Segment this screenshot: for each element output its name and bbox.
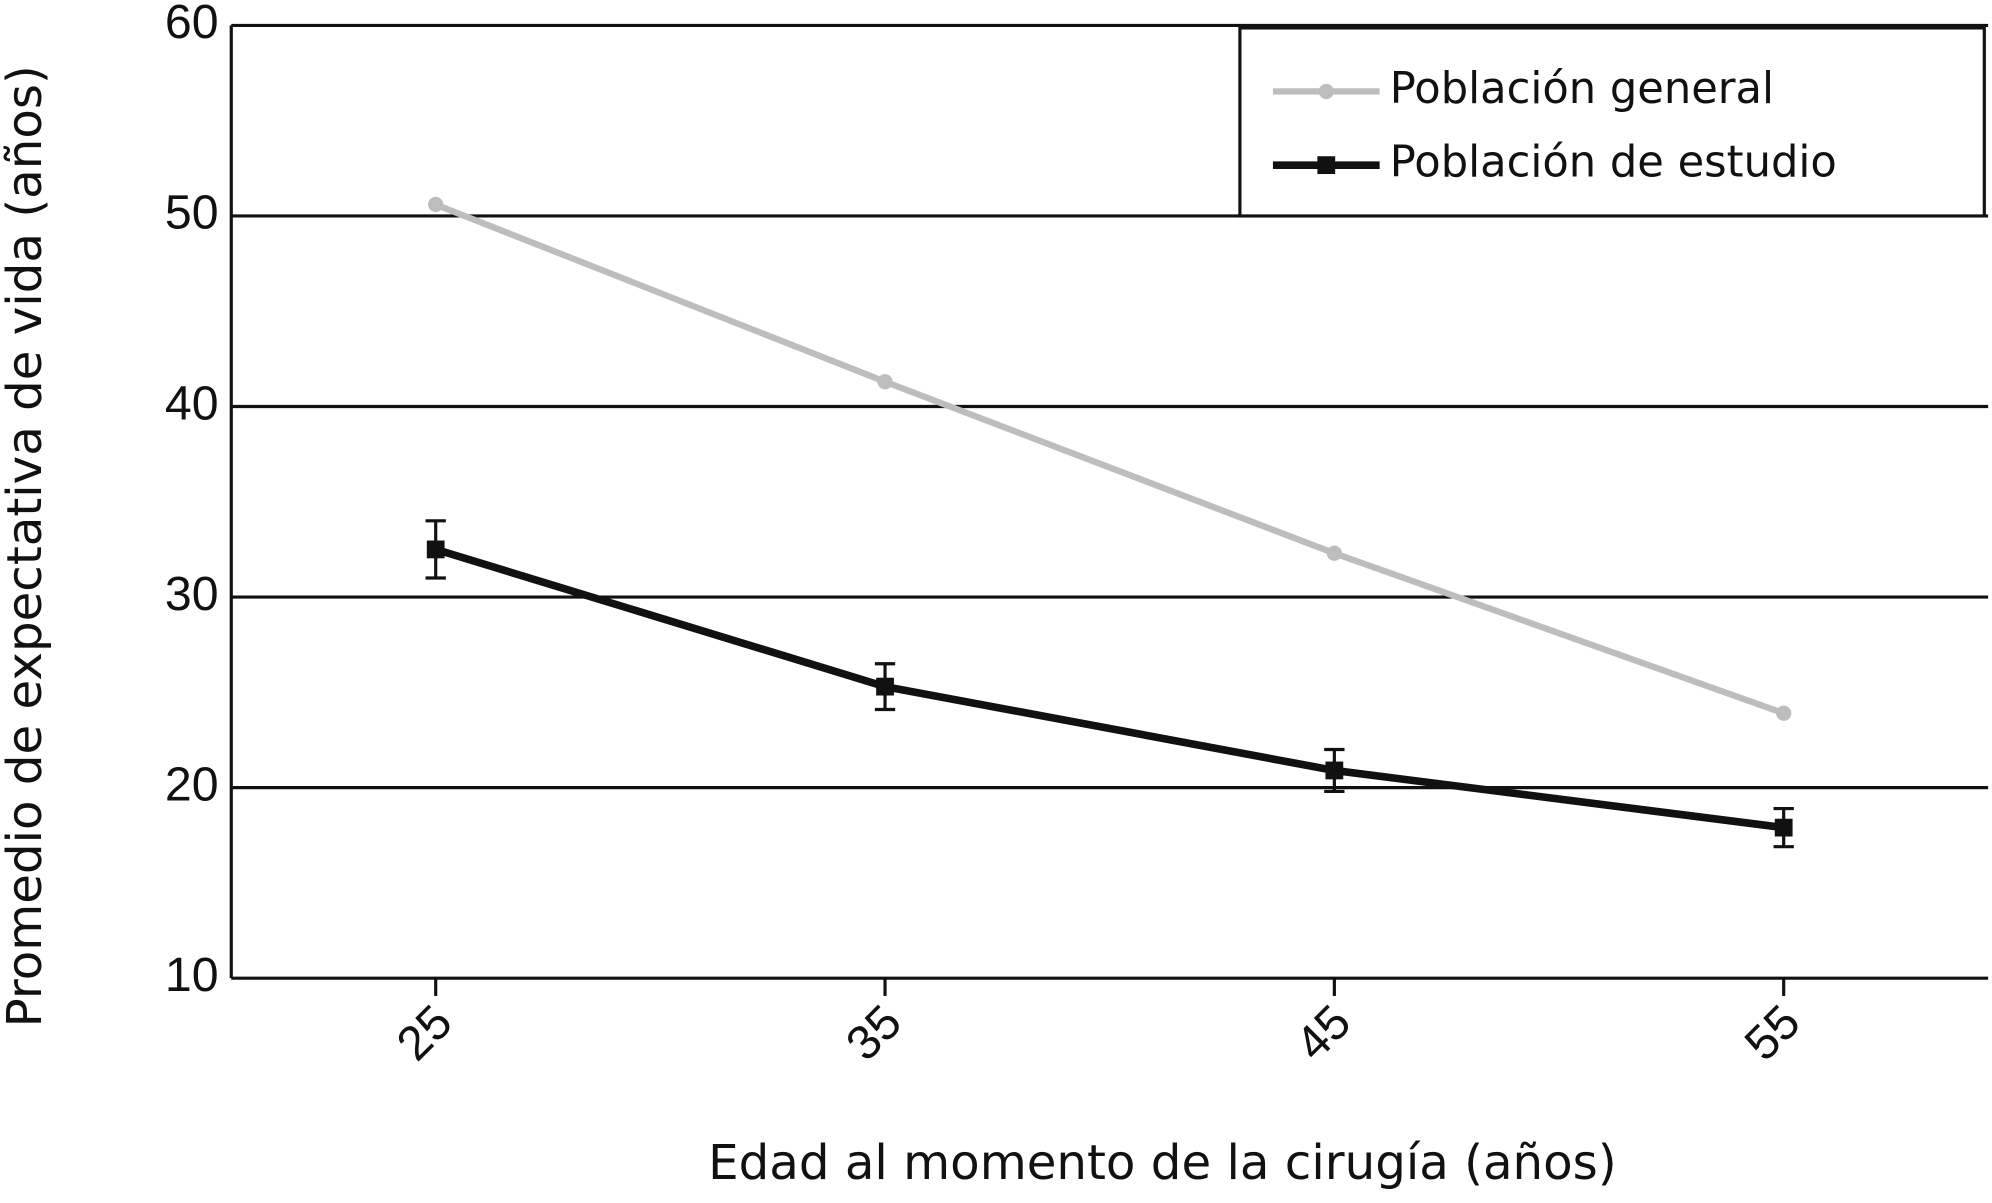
marker: [1326, 545, 1342, 561]
legend-label: Población de estudio: [1390, 138, 1837, 188]
legend-marker: [1318, 83, 1334, 100]
marker: [876, 677, 894, 696]
y-tick-label: 60: [165, 0, 219, 49]
marker: [1776, 705, 1792, 721]
marker: [426, 540, 445, 559]
legend-box: [1238, 26, 1986, 218]
marker: [877, 374, 893, 390]
x-tick-label: 55: [1734, 995, 1810, 1071]
legend-label: Población general: [1390, 64, 1774, 114]
x-tick-label: 35: [836, 995, 912, 1071]
y-tick-label: 20: [165, 757, 219, 811]
y-tick-label: 10: [165, 948, 219, 1002]
marker: [1774, 818, 1793, 837]
x-axis-label: Edad al momento de la cirugía (años): [708, 1135, 1617, 1191]
x-tick-label: 45: [1285, 995, 1361, 1071]
y-tick-label: 40: [165, 376, 219, 430]
y-tick-label: 30: [165, 567, 219, 621]
marker: [428, 196, 444, 213]
y-axis-label: Promedio de expectativa de vida (años): [0, 65, 53, 1027]
marker: [1325, 761, 1344, 780]
series-line: [434, 201, 1785, 717]
x-tick-label: 25: [387, 995, 463, 1071]
y-tick-label: 50: [165, 186, 219, 240]
series-line: [434, 545, 1785, 832]
legend-marker: [1317, 156, 1336, 175]
